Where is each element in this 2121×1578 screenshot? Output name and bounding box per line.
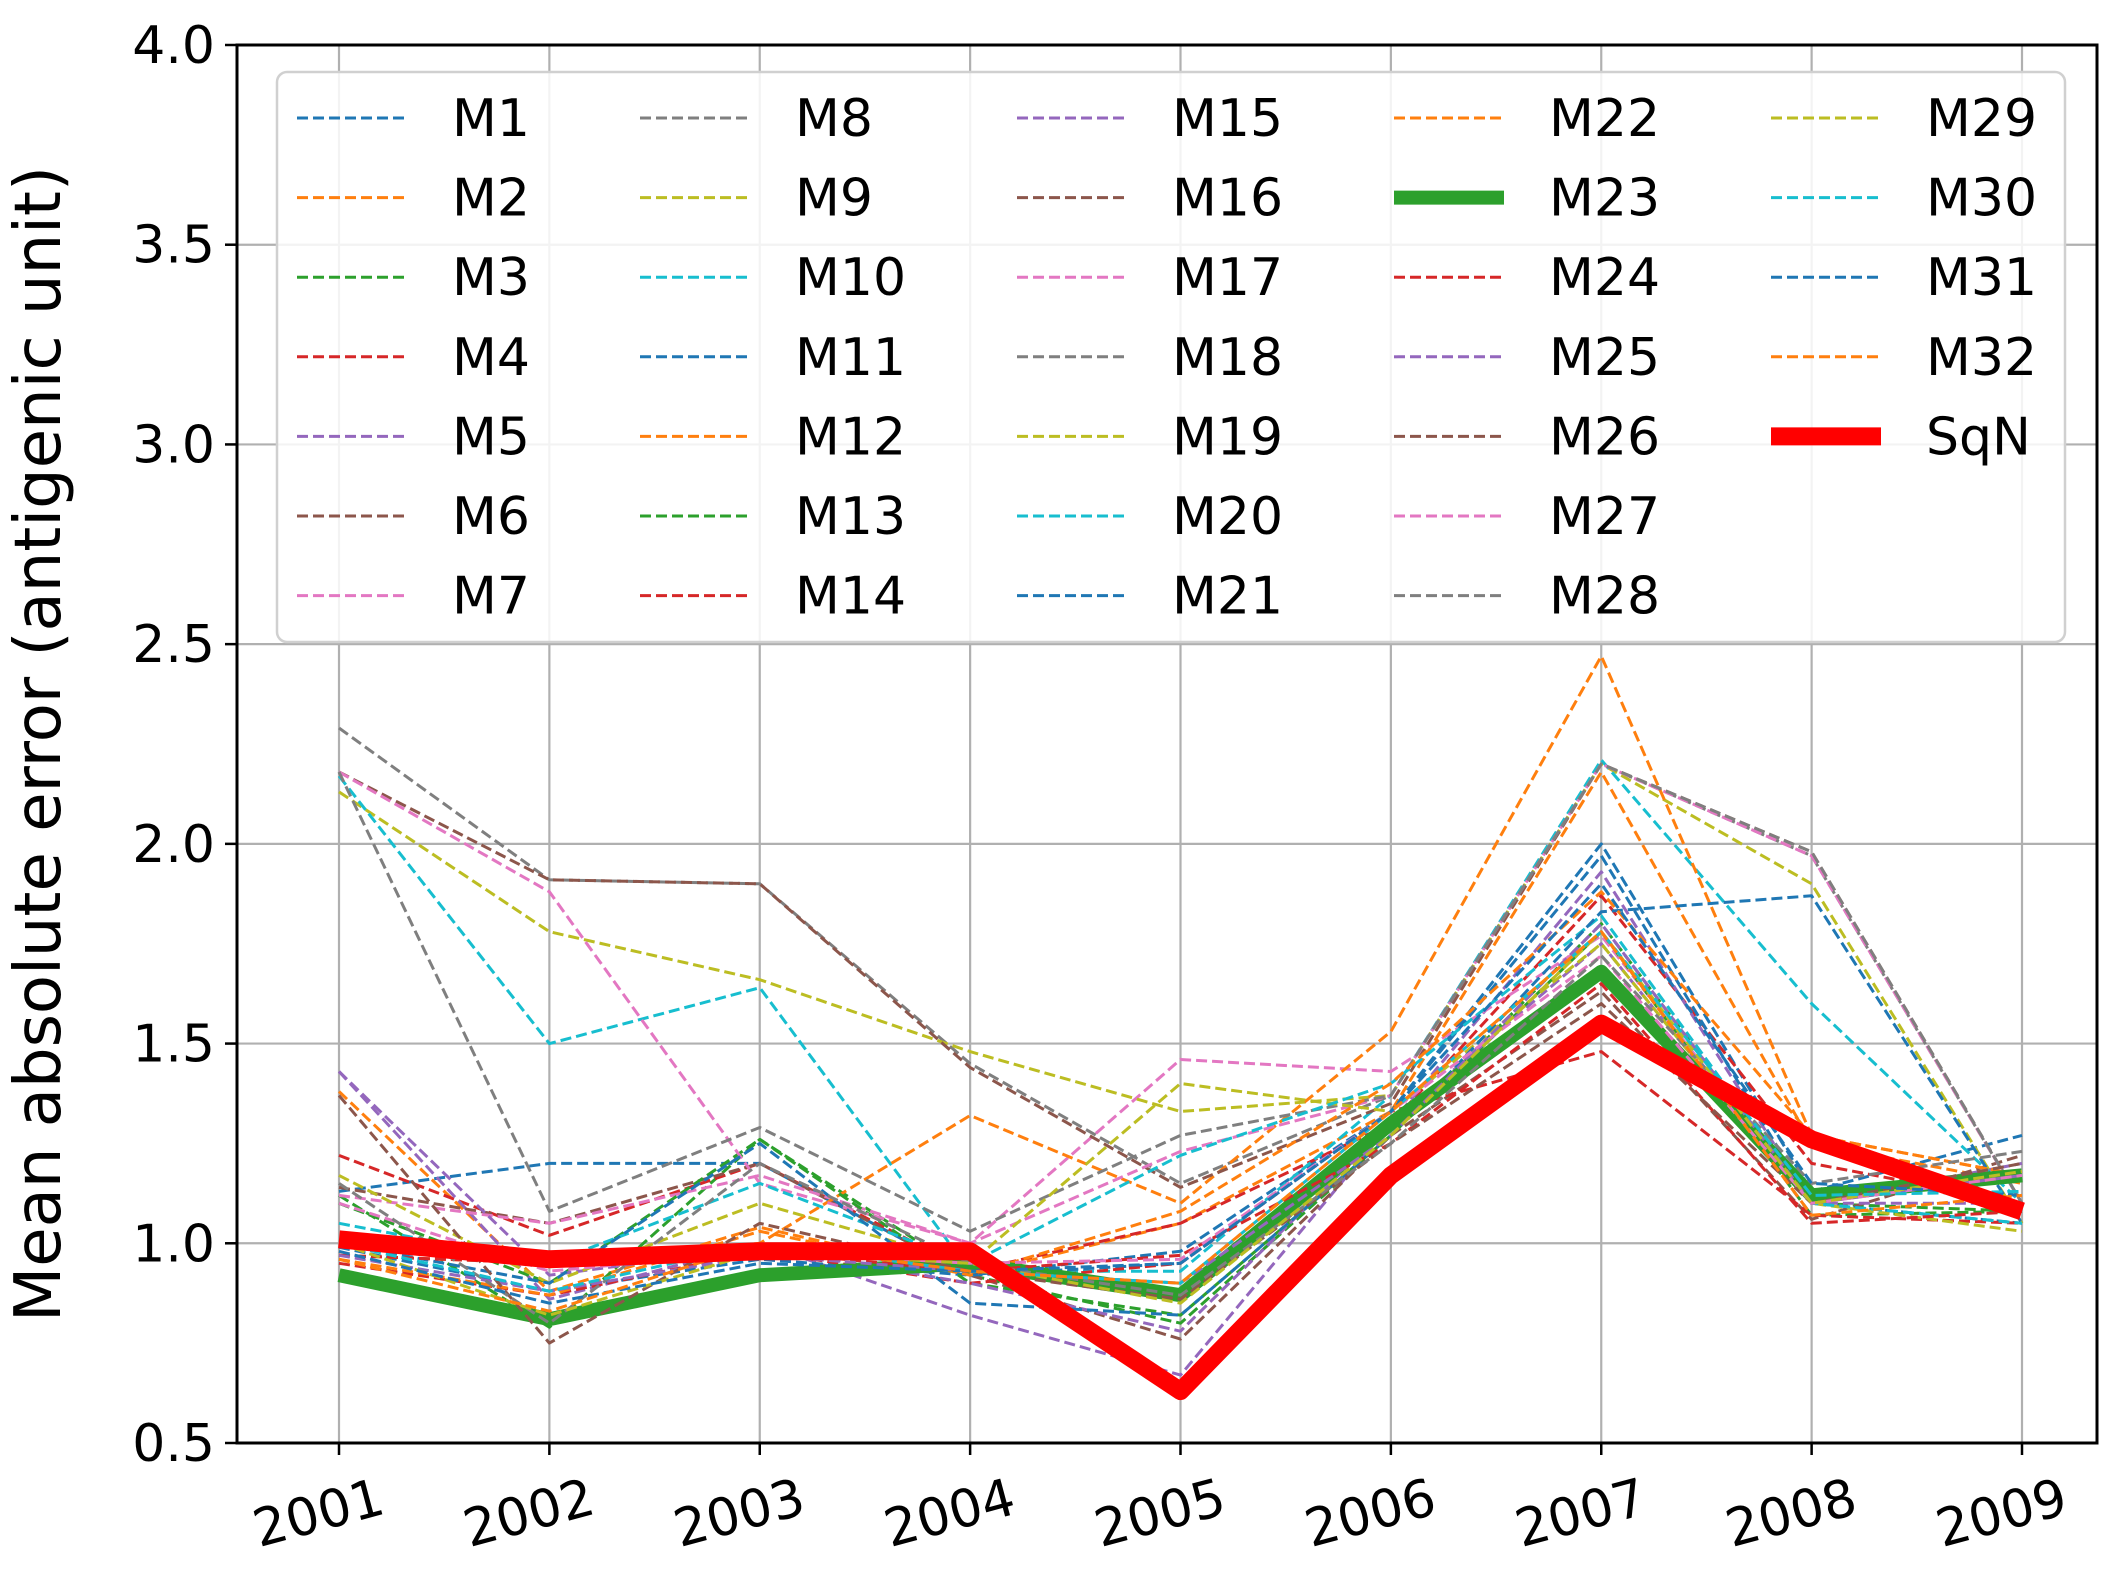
legend-label: M7 [452, 567, 530, 627]
x-tick-label: 2006 [1299, 1468, 1442, 1560]
legend-label: SqN [1926, 407, 2031, 467]
legend-label: M25 [1549, 328, 1660, 388]
legend-label: M31 [1926, 248, 2037, 308]
series-line-m18 [337, 762, 2024, 1233]
legend-label: M5 [452, 407, 530, 467]
y-axis-label: Mean absolute error (antigenic unit) [2, 166, 76, 1322]
x-tick-label: 2001 [247, 1468, 390, 1560]
series-line-m2 [337, 770, 2023, 1293]
legend: M1 M2 M3 M4 M5 M6 M7 M8 M9 M10 M11 M12 M13 M14 M15 M16 M… [275, 70, 2067, 644]
legend-label: M17 [1172, 248, 1283, 308]
y-tick-label: 2.0 [132, 815, 215, 875]
legend-label: M10 [795, 248, 906, 308]
legend-label: M22 [1549, 89, 1660, 149]
legend-label: M30 [1926, 169, 2037, 229]
legend-label: M21 [1172, 567, 1283, 627]
series-line-m21 [338, 894, 2024, 1317]
series-line-m10 [337, 758, 2024, 1273]
legend-label: M4 [452, 328, 530, 388]
legend-label: M12 [795, 407, 906, 467]
x-tick-label: 2002 [457, 1468, 600, 1560]
legend-label: M11 [795, 328, 906, 388]
legend-label: M3 [452, 248, 530, 308]
series-line-m4 [338, 894, 2023, 1273]
series-line-m28 [338, 954, 2023, 1325]
series-line-m32 [338, 930, 2023, 1313]
series-line-m22 [338, 890, 2023, 1297]
y-tick-label: 3.0 [132, 415, 215, 475]
y-tick-label: 1.0 [132, 1214, 215, 1274]
series-line-m29 [338, 930, 2023, 1317]
series-line-m30 [338, 930, 2023, 1293]
legend-label: M19 [1172, 407, 1283, 467]
series-line-m9 [338, 762, 2024, 1225]
y-tick-label: 3.5 [132, 216, 215, 276]
x-tick-label: 2004 [878, 1468, 1021, 1560]
y-tick-label: 1.5 [132, 1015, 215, 1075]
plot-area-frame [235, 43, 2099, 1445]
legend-label: M8 [795, 89, 873, 149]
legend-label: M2 [452, 169, 530, 229]
legend-label: M28 [1549, 567, 1660, 627]
legend-label: M15 [1172, 89, 1283, 149]
legend-label: M6 [452, 487, 530, 547]
series-line-m5 [337, 870, 2023, 1377]
y-tick-label: 2.5 [132, 615, 215, 675]
y-tick-label: 4.0 [132, 16, 215, 76]
y-tick-label: 0.5 [132, 1414, 215, 1474]
legend-label: M18 [1172, 328, 1283, 388]
legend-label: M24 [1549, 248, 1660, 308]
y-axis-ticks: 0.5 1.0 1.5 2.0 2.5 3.0 3.5 4.0 [132, 16, 237, 1474]
legend-box [275, 70, 2067, 644]
legend-label: M1 [452, 89, 530, 149]
legend-label: M14 [795, 567, 906, 627]
x-axis-ticks: 2001 2002 2003 2004 2005 2006 2007 2008 2009 [247, 1443, 2073, 1560]
legend-label: M16 [1172, 169, 1283, 229]
series-line-sqn [338, 1014, 2025, 1401]
legend-label: M23 [1549, 169, 1660, 229]
x-tick-label: 2009 [1930, 1468, 2073, 1560]
series-line-m26 [337, 1002, 2023, 1345]
x-tick-label: 2007 [1509, 1468, 1652, 1560]
legend-label: M29 [1926, 89, 2037, 149]
legend-label: M32 [1926, 328, 2037, 388]
series-lines [337, 654, 2025, 1401]
legend-label: M27 [1549, 487, 1660, 547]
x-tick-label: 2005 [1089, 1468, 1232, 1560]
x-tick-label: 2003 [668, 1468, 811, 1560]
legend-label: M26 [1549, 407, 1660, 467]
legend-label: M9 [795, 169, 873, 229]
series-line-m6 [338, 990, 2023, 1341]
legend-label: M20 [1172, 487, 1283, 547]
legend-label: M13 [795, 487, 906, 547]
series-line-m17 [338, 762, 2024, 1245]
x-tick-label: 2008 [1720, 1468, 1863, 1560]
